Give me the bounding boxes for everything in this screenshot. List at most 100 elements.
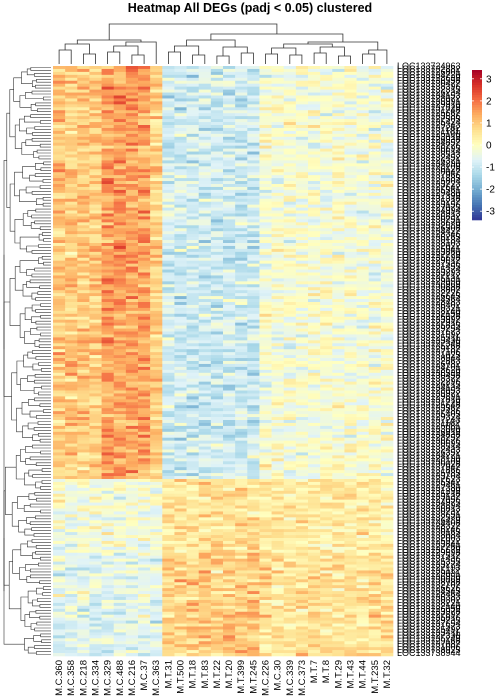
heatmap-cell	[77, 487, 90, 492]
heatmap-cell	[283, 160, 297, 164]
heatmap-cell	[308, 198, 321, 202]
heatmap-cell	[198, 80, 212, 84]
heatmap-cell	[223, 532, 236, 536]
heatmap-cell	[332, 130, 345, 135]
heatmap-cell	[125, 66, 139, 70]
heatmap-cell	[89, 175, 102, 179]
heatmap-cell	[223, 558, 236, 562]
heatmap-cell	[186, 552, 200, 556]
heatmap-cell	[235, 529, 248, 533]
heatmap-cell	[174, 231, 187, 235]
heatmap-cell	[380, 431, 394, 436]
heatmap-cell	[332, 281, 345, 285]
heatmap-cell	[356, 549, 370, 554]
heatmap-cell	[295, 358, 309, 362]
heatmap-cell	[247, 372, 260, 377]
heatmap-cell	[320, 186, 333, 191]
heatmap-cell	[174, 281, 187, 285]
heatmap-cell	[186, 119, 200, 123]
heatmap-cell	[53, 163, 66, 167]
heatmap-cell	[247, 461, 260, 465]
heatmap-cell	[332, 425, 345, 430]
heatmap-cell	[247, 399, 260, 403]
heatmap-cell	[53, 591, 66, 595]
heatmap-cell	[368, 225, 382, 229]
heatmap-cell	[53, 225, 66, 229]
heatmap-cell	[380, 464, 394, 468]
heatmap-cell	[186, 281, 200, 285]
heatmap-cell	[198, 591, 212, 595]
heatmap-cell	[356, 337, 370, 341]
heatmap-cell	[174, 502, 187, 506]
heatmap-cell	[259, 207, 272, 211]
heatmap-cell	[247, 125, 260, 129]
heatmap-cell	[138, 369, 151, 374]
heatmap-cell	[235, 487, 248, 492]
heatmap-cell	[368, 104, 382, 108]
heatmap-cell	[162, 116, 175, 120]
heatmap-cell	[223, 207, 236, 211]
heatmap-cell	[380, 116, 394, 120]
heatmap-cell	[101, 319, 115, 323]
heatmap-cell	[283, 484, 297, 489]
heatmap-cell	[138, 455, 151, 459]
heatmap-cell	[283, 520, 297, 524]
heatmap-cell	[174, 449, 187, 453]
heatmap-cell	[295, 570, 309, 574]
heatmap-cell	[174, 399, 187, 403]
heatmap-cell	[138, 375, 151, 379]
heatmap-cell	[101, 464, 115, 468]
heatmap-cell	[53, 408, 66, 412]
heatmap-cell	[271, 378, 285, 382]
heatmap-cell	[101, 181, 115, 185]
heatmap-cell	[295, 576, 309, 580]
heatmap-cell	[162, 172, 175, 176]
heatmap-cell	[356, 304, 370, 309]
heatmap-cell	[150, 287, 163, 291]
heatmap-cell	[235, 204, 248, 208]
heatmap-cell	[138, 555, 151, 559]
heatmap-cell	[247, 216, 260, 220]
heatmap-cell	[259, 160, 272, 164]
heatmap-cell	[271, 287, 285, 291]
heatmap-cell	[235, 570, 248, 574]
heatmap-cell	[198, 251, 212, 256]
heatmap-cell	[356, 77, 370, 82]
heatmap-cell	[295, 119, 309, 123]
heatmap-cell	[271, 151, 285, 155]
heatmap-cell	[53, 520, 66, 524]
heatmap-cell	[113, 334, 127, 338]
heatmap-cell	[247, 234, 260, 238]
heatmap-cell	[308, 240, 321, 244]
heatmap-cell	[295, 378, 309, 382]
heatmap-cell	[308, 299, 321, 303]
heatmap-cell	[89, 293, 102, 297]
heatmap-cell	[283, 310, 297, 315]
heatmap-cell	[138, 116, 151, 120]
heatmap-cell	[320, 420, 333, 424]
heatmap-cell	[174, 484, 187, 489]
heatmap-cell	[259, 142, 272, 146]
heatmap-cell	[198, 576, 212, 580]
heatmap-cell	[320, 66, 333, 70]
heatmap-cell	[356, 172, 370, 176]
heatmap-cell	[150, 366, 163, 371]
heatmap-cell	[101, 532, 115, 536]
heatmap-cell	[186, 116, 200, 120]
heatmap-cell	[162, 567, 175, 571]
heatmap-cell	[235, 299, 248, 303]
heatmap-cell	[247, 340, 260, 344]
heatmap-cell	[125, 83, 139, 87]
heatmap-cell	[235, 337, 248, 341]
heatmap-cell	[332, 496, 345, 500]
heatmap-cell	[356, 219, 370, 223]
heatmap-cell	[150, 107, 163, 111]
heatmap-cell	[162, 198, 175, 202]
heatmap-cell	[101, 375, 115, 379]
heatmap-cell	[247, 481, 260, 486]
heatmap-cell	[356, 160, 370, 164]
heatmap-cell	[113, 408, 127, 412]
heatmap-cell	[308, 517, 321, 521]
heatmap-cell	[150, 576, 163, 580]
heatmap-cell	[223, 263, 236, 267]
